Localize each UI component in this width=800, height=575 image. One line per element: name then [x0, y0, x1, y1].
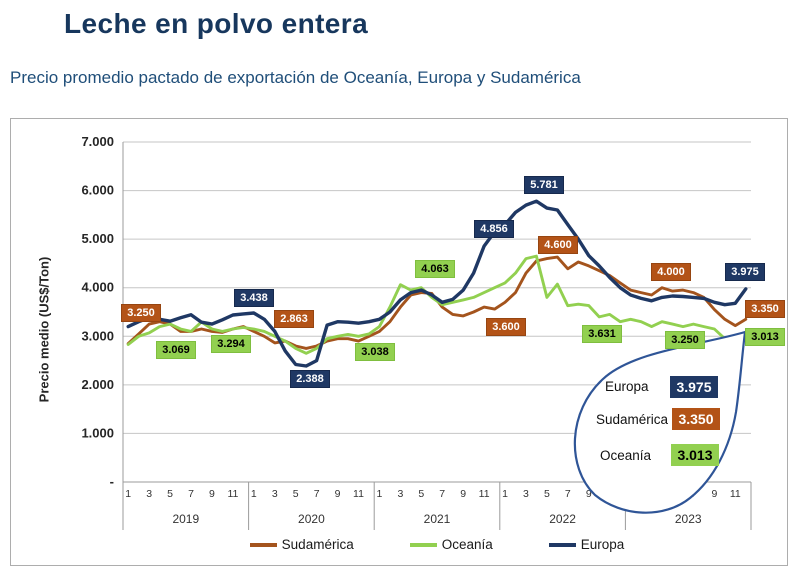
x-tick-year: 2023 — [675, 512, 702, 526]
x-tick-month: 5 — [544, 488, 550, 500]
y-tick-label: 7.000 — [81, 134, 114, 149]
price-chart: Precio medio (US$/Ton) -1.000 2.000 3.000 4… — [10, 118, 788, 566]
x-tick-month: 1 — [502, 488, 508, 500]
legend-label-sudamerica: Sudamérica — [281, 537, 354, 552]
x-tick-month: 9 — [209, 488, 215, 500]
legend-swatch-europa — [548, 542, 576, 547]
x-tick-month: 5 — [418, 488, 424, 500]
x-tick-month: 7 — [439, 488, 445, 500]
legend-swatch-oceania — [409, 542, 437, 547]
legend-swatch-sudamerica — [249, 542, 277, 547]
x-tick-month: 5 — [167, 488, 173, 500]
legend-label-europa: Europa — [580, 537, 625, 552]
legend-item-europa: Europa — [548, 537, 625, 552]
x-tick-month: 3 — [397, 488, 403, 500]
x-tick-month: 5 — [293, 488, 299, 500]
page-title: Leche en polvo entera — [64, 8, 369, 39]
x-tick-month: 11 — [730, 488, 741, 500]
x-tick-month: 11 — [353, 488, 364, 500]
x-tick-year: 2020 — [298, 512, 325, 526]
chart-canvas: - 1.000 2.000 3.000 4.000 5.000 6.000 7.000 1 3 5 7… — [81, 134, 752, 530]
y-tick-label: - — [110, 474, 114, 489]
y-tick-label: 5.000 — [81, 231, 114, 246]
y-tick-label: 3.000 — [81, 328, 114, 343]
x-tick-month: 7 — [314, 488, 320, 500]
x-tick-month: 9 — [335, 488, 341, 500]
x-tick-year: 2021 — [424, 512, 451, 526]
x-tick-month: 9 — [711, 488, 717, 500]
x-tick-month: 1 — [125, 488, 131, 500]
x-tick-month: 7 — [565, 488, 571, 500]
chart-subtitle: Precio promedio pactado de exportación d… — [10, 68, 581, 87]
legend-label-oceania: Oceanía — [441, 537, 493, 552]
series-line-oceania — [126, 254, 748, 355]
x-tick-month: 9 — [460, 488, 466, 500]
chart-legend: Sudamérica Oceanía Europa — [123, 537, 751, 552]
x-tick-month: 9 — [586, 488, 592, 500]
x-tick-year: 2022 — [549, 512, 576, 526]
x-tick-month: 3 — [523, 488, 529, 500]
y-tick-label: 4.000 — [81, 280, 114, 295]
x-tick-month: 11 — [479, 488, 490, 500]
series-line-europa — [126, 199, 748, 368]
x-tick-month: 7 — [188, 488, 194, 500]
x-tick-month: 3 — [272, 488, 278, 500]
y-tick-label: 6.000 — [81, 183, 114, 198]
y-tick-label: 2.000 — [81, 377, 114, 392]
y-tick-label: 1.000 — [81, 425, 114, 440]
x-tick-month: 3 — [146, 488, 152, 500]
x-tick-month: 11 — [227, 488, 238, 500]
x-tick-month: 1 — [251, 488, 257, 500]
legend-item-sudamerica: Sudamérica — [249, 537, 354, 552]
x-tick-year: 2019 — [172, 512, 199, 526]
callout-balloon — [573, 330, 747, 514]
legend-item-oceania: Oceanía — [409, 537, 493, 552]
x-tick-month: 1 — [377, 488, 383, 500]
